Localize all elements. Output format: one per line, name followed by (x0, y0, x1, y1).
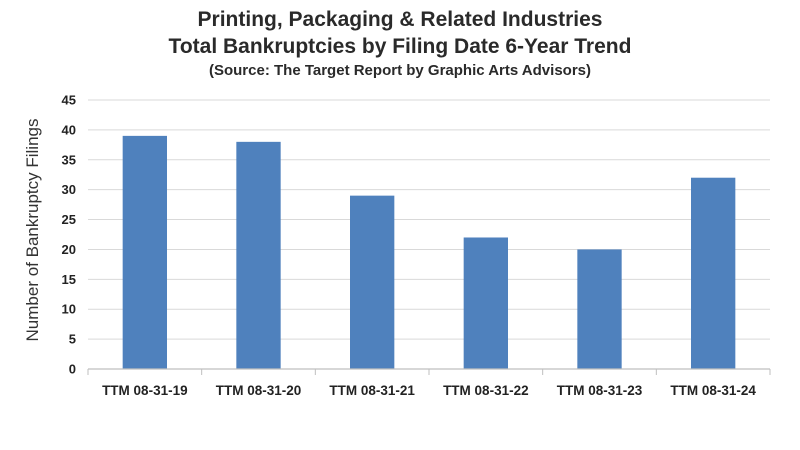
x-category-label: TTM 08-31-24 (670, 383, 756, 398)
y-tick-label: 20 (62, 242, 76, 257)
y-tick-label: 35 (62, 152, 76, 167)
bar-2 (236, 141, 281, 369)
x-category-label: TTM 08-31-23 (557, 383, 643, 398)
y-tick-label: 5 (69, 332, 76, 347)
bars (122, 135, 736, 369)
chart-title-block: Printing, Packaging & Related Industries… (0, 6, 800, 82)
bar-5 (577, 249, 622, 369)
chart-title: Printing, Packaging & Related Industries (197, 8, 603, 31)
bar-1 (122, 135, 167, 369)
y-tick-label: 25 (62, 212, 76, 227)
x-category-label: TTM 08-31-20 (216, 383, 302, 398)
chart-source-note: (Source: The Target Report by Graphic Ar… (208, 62, 591, 79)
x-category-label: TTM 08-31-22 (443, 383, 529, 398)
y-tick-label: 45 (62, 93, 76, 108)
y-tick-label: 0 (69, 362, 76, 377)
y-tick-label: 40 (62, 122, 76, 137)
y-tick-label: 10 (62, 302, 76, 317)
gridlines (88, 99, 770, 340)
bar-6 (691, 177, 736, 369)
chart-subtitle: Total Bankruptcies by Filing Date 6-Year… (168, 35, 632, 58)
y-tick-label: 30 (62, 182, 76, 197)
x-category-label: TTM 08-31-21 (329, 383, 415, 398)
x-category-label: TTM 08-31-19 (102, 383, 188, 398)
bar-4 (463, 237, 508, 369)
bar-3 (350, 195, 395, 369)
y-tick-label: 15 (62, 272, 76, 287)
y-axis-label: Number of Bankruptcy Filings (23, 119, 42, 342)
axes: 0 5 10 15 20 25 30 35 40 45 TTM 08-31-19 TTM 08-31-… (62, 93, 771, 398)
